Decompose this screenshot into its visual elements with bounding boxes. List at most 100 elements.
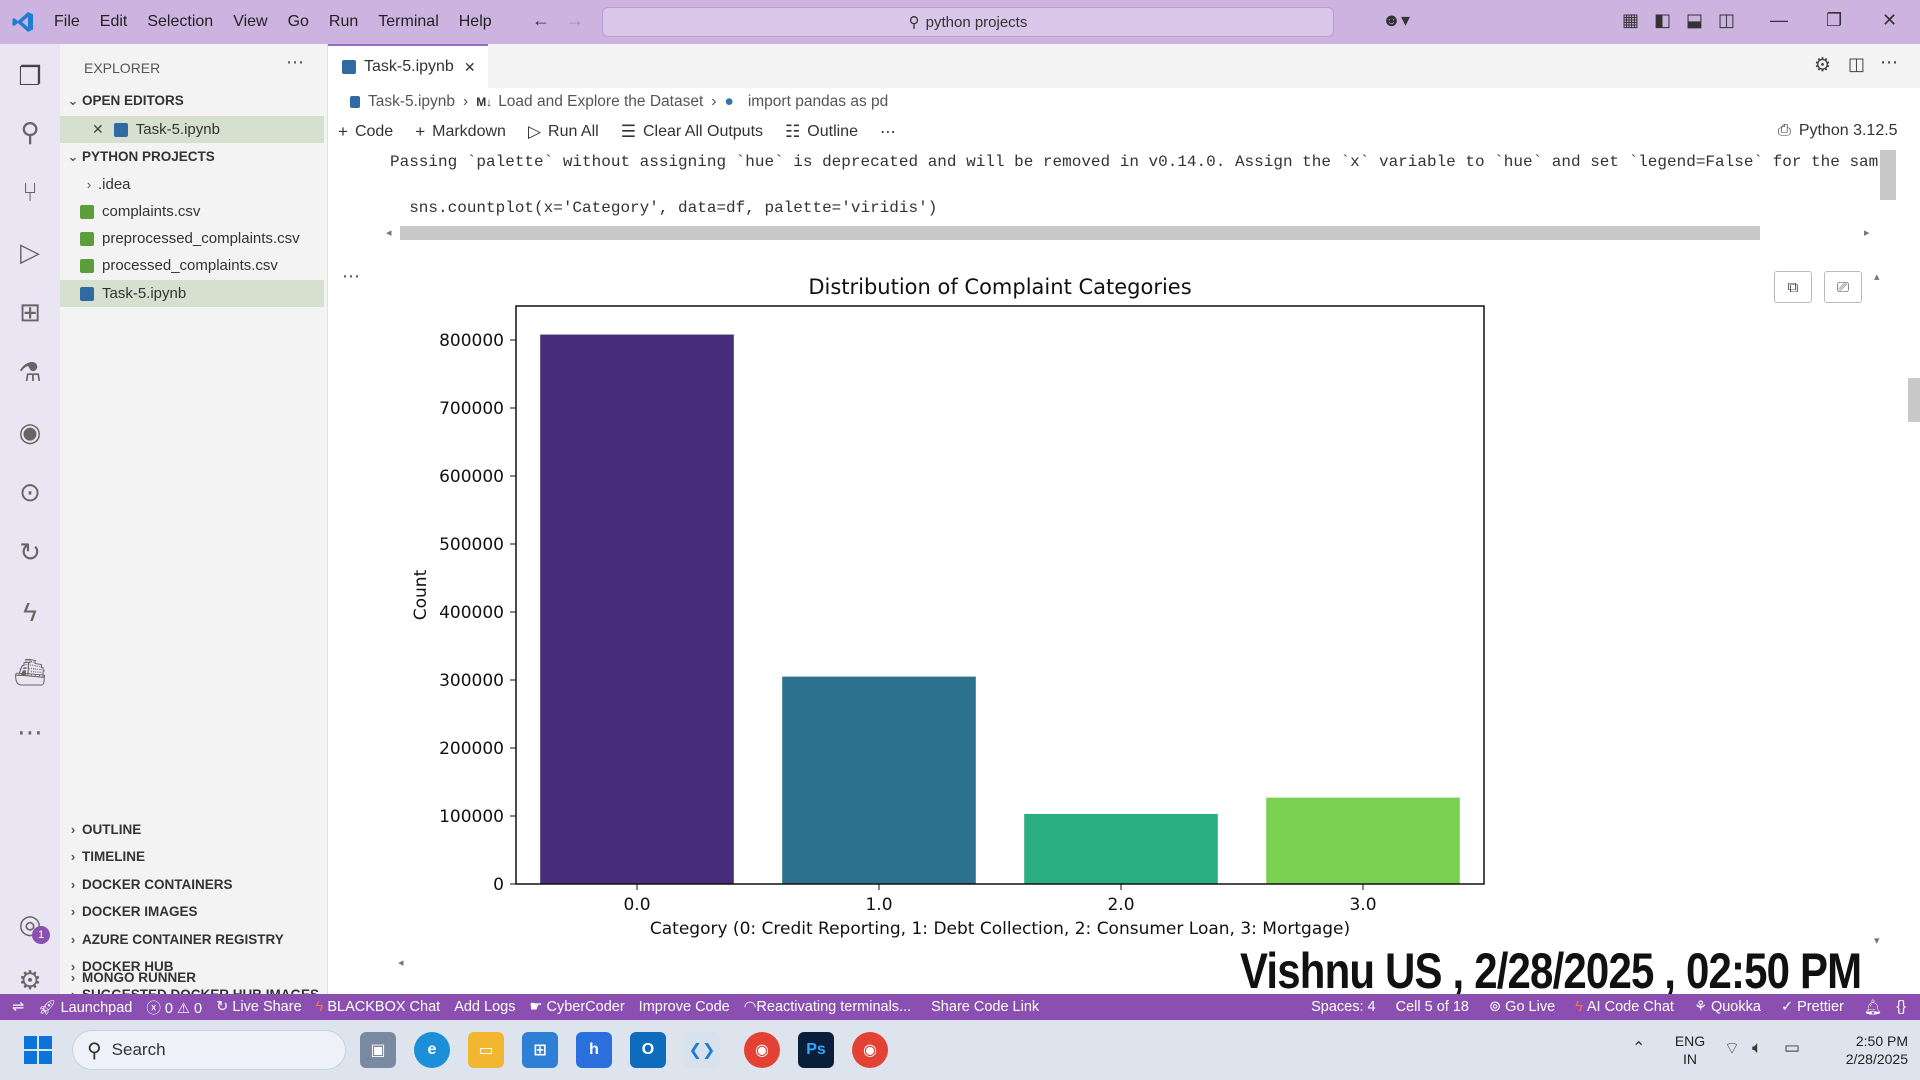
editor-scrollbar-thumb[interactable] xyxy=(1908,378,1920,422)
menu-help[interactable]: Help xyxy=(449,0,502,44)
forward-arrow-icon[interactable]: → xyxy=(566,10,584,31)
live-share-item[interactable]: ↻ Live Share xyxy=(216,999,302,1015)
go-live-item[interactable]: ⊚ Go Live xyxy=(1489,999,1555,1015)
breadcrumb-section[interactable]: Load and Explore the Dataset xyxy=(498,93,703,111)
notifications-icon[interactable]: 🔔︎ xyxy=(1864,999,1882,1016)
run-debug-icon[interactable]: ▷ xyxy=(10,232,50,272)
cell-position-item[interactable]: Cell 5 of 18 xyxy=(1396,999,1469,1015)
folder-idea[interactable]: › .idea xyxy=(60,171,324,198)
source-control-icon[interactable]: ⑂ xyxy=(10,172,50,212)
explorer-icon[interactable]: ❐ xyxy=(10,56,50,96)
cell-more-icon[interactable]: ⋯ xyxy=(342,266,360,287)
extensions-icon[interactable]: ⊞ xyxy=(10,292,50,332)
add-logs-item[interactable]: Add Logs xyxy=(454,999,515,1015)
problems-item[interactable]: ⓧ 0 ⚠ 0 xyxy=(146,997,202,1018)
outlook-icon[interactable]: O xyxy=(630,1032,666,1068)
account-icon[interactable]: ◎ 1 xyxy=(10,904,50,944)
scroll-right-icon[interactable]: ▸ xyxy=(1864,226,1870,239)
command-center-search[interactable]: ⚲ python projects xyxy=(602,7,1334,37)
explorer-more-icon[interactable]: ⋯ xyxy=(286,52,304,73)
menu-go[interactable]: Go xyxy=(278,0,319,44)
breadcrumb-cell[interactable]: import pandas as pd xyxy=(748,93,888,111)
vertical-scrollbar-output[interactable] xyxy=(1880,150,1896,200)
outline-button[interactable]: ☷ Outline xyxy=(785,122,858,142)
close-editor-icon[interactable]: ✕ xyxy=(92,121,104,138)
photoshop-icon[interactable]: Ps xyxy=(798,1032,834,1068)
wifi-icon[interactable]: ⌔ xyxy=(1724,1038,1740,1059)
github-icon[interactable]: ◉ xyxy=(10,412,50,452)
prettier-item[interactable]: ✓ Prettier xyxy=(1781,999,1844,1015)
file-preprocessed-csv[interactable]: preprocessed_complaints.csv xyxy=(60,225,324,252)
section-docker-images[interactable]: › DOCKER IMAGES xyxy=(60,898,324,925)
section-docker-containers[interactable]: › DOCKER CONTAINERS xyxy=(60,871,324,898)
tray-overflow-icon[interactable]: ⌃ xyxy=(1632,1038,1645,1058)
microsoft-store-icon[interactable]: ⊞ xyxy=(522,1032,558,1068)
remote-icon[interactable]: ⇌ xyxy=(12,999,24,1015)
close-window-icon[interactable]: ✕ xyxy=(1882,10,1897,31)
menu-file[interactable]: File xyxy=(44,0,90,44)
copilot-icon[interactable]: ☻▾ xyxy=(1382,10,1410,31)
tab-task5[interactable]: Task-5.ipynb ✕ xyxy=(328,44,488,88)
docker-icon[interactable]: ⛴ xyxy=(10,652,50,692)
section-timeline[interactable]: › TIMELINE xyxy=(60,843,324,870)
clock[interactable]: 2:50 PM 2/28/2025 xyxy=(1818,1032,1908,1068)
file-complaints-csv[interactable]: complaints.csv xyxy=(60,198,324,225)
restore-icon[interactable]: ❐ xyxy=(1826,10,1842,31)
scroll-left-icon[interactable]: ◂ xyxy=(386,226,392,239)
settings-gear-icon[interactable]: ⚙ xyxy=(1814,54,1831,77)
scroll-up-icon[interactable]: ▴ xyxy=(1874,270,1880,283)
menu-selection[interactable]: Selection xyxy=(137,0,223,44)
file-explorer-icon[interactable]: ▭ xyxy=(468,1032,504,1068)
chrome-icon[interactable]: ◉ xyxy=(852,1032,888,1068)
python-projects-header[interactable]: ⌄ PYTHON PROJECTS xyxy=(60,143,324,170)
menu-run[interactable]: Run xyxy=(319,0,368,44)
close-tab-icon[interactable]: ✕ xyxy=(464,59,476,76)
section-azure-registry[interactable]: › AZURE CONTAINER REGISTRY xyxy=(60,926,324,953)
taskbar-search-box[interactable]: ⚲ Search xyxy=(72,1030,346,1070)
toolbar-more-icon[interactable]: ⋯ xyxy=(880,122,896,142)
customize-layout-icon[interactable]: ▦ xyxy=(1622,10,1639,31)
open-editor-item[interactable]: ✕ Task-5.ipynb xyxy=(60,116,324,143)
toggle-panel-icon[interactable]: ⬓ xyxy=(1686,10,1703,31)
scroll-down-icon[interactable]: ▾ xyxy=(1874,934,1880,947)
menu-view[interactable]: View xyxy=(223,0,277,44)
open-editors-header[interactable]: ⌄ OPEN EDITORS xyxy=(60,87,324,114)
quokka-item[interactable]: ⚘ Quokka xyxy=(1694,999,1761,1015)
windows-start-icon[interactable] xyxy=(24,1036,52,1064)
kernel-selector[interactable]: ⎙ Python 3.12.5 xyxy=(1778,122,1898,140)
file-task5-notebook[interactable]: Task-5.ipynb xyxy=(60,280,324,307)
save-output-button[interactable]: ⎚ xyxy=(1824,271,1862,303)
blackbox-item[interactable]: ϟ BLACKBOX Chat xyxy=(316,999,441,1015)
blackbox-icon[interactable]: ϟ xyxy=(10,592,50,632)
menu-edit[interactable]: Edit xyxy=(90,0,138,44)
spaces-item[interactable]: Spaces: 4 xyxy=(1311,999,1376,1015)
improve-code-item[interactable]: Improve Code xyxy=(639,999,730,1015)
add-markdown-button[interactable]: + Markdown xyxy=(415,122,506,142)
more-actions-icon[interactable]: ⋯ xyxy=(1880,52,1898,73)
cybercoder-item[interactable]: ☛ CyberCoder xyxy=(529,999,624,1015)
clear-outputs-button[interactable]: ☰ Clear All Outputs xyxy=(621,122,763,142)
terminals-item[interactable]: ◠Reactivating terminals... xyxy=(744,999,911,1015)
testing-icon[interactable]: ⚗ xyxy=(10,352,50,392)
share-code-link-item[interactable]: Share Code Link xyxy=(931,999,1039,1015)
minimize-icon[interactable]: — xyxy=(1770,10,1788,31)
launchpad-item[interactable]: 🚀︎ Launchpad xyxy=(38,999,132,1016)
git-graph-icon[interactable]: ⊙ xyxy=(10,472,50,512)
split-editor-icon[interactable]: ◫ xyxy=(1848,54,1865,75)
back-arrow-icon[interactable]: ← xyxy=(532,10,550,31)
toggle-secondary-sidebar-icon[interactable]: ◫ xyxy=(1718,10,1735,31)
chrome-profile-icon[interactable]: ◉ xyxy=(744,1032,780,1068)
toggle-sidebar-icon[interactable]: ◧ xyxy=(1654,10,1671,31)
live-share-icon[interactable]: ↻ xyxy=(10,532,50,572)
hashnode-app-icon[interactable]: h xyxy=(576,1032,612,1068)
braces-icon[interactable]: {} xyxy=(1896,999,1906,1015)
chart-scroll-left-icon[interactable]: ◂ xyxy=(398,956,404,969)
horizontal-scrollbar[interactable] xyxy=(400,226,1760,240)
file-processed-csv[interactable]: processed_complaints.csv xyxy=(60,252,324,279)
more-views-icon[interactable]: ⋯ xyxy=(10,712,50,752)
language-indicator[interactable]: ENG IN xyxy=(1672,1032,1708,1068)
copy-output-button[interactable]: ⧉ xyxy=(1774,271,1812,303)
run-all-button[interactable]: ▷ Run All xyxy=(528,122,599,142)
breadcrumb-file[interactable]: Task-5.ipynb xyxy=(368,93,455,111)
edge-browser-icon[interactable]: e xyxy=(414,1032,450,1068)
